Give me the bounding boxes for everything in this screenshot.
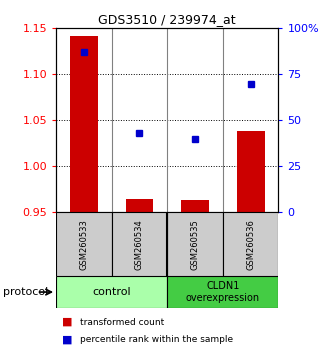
Bar (181, 200, 209, 212)
Text: protocol: protocol (3, 287, 48, 297)
Bar (167, 212, 223, 276)
Text: GSM260534: GSM260534 (135, 219, 144, 270)
Title: GDS3510 / 239974_at: GDS3510 / 239974_at (98, 13, 236, 26)
Text: ■: ■ (62, 335, 73, 345)
Text: ■: ■ (62, 317, 73, 327)
Bar (223, 212, 278, 276)
Bar (237, 131, 265, 212)
Bar (56, 276, 167, 308)
Bar (167, 276, 278, 308)
Text: transformed count: transformed count (80, 318, 164, 327)
Bar (112, 212, 167, 276)
Bar (56, 212, 112, 276)
Text: control: control (92, 287, 131, 297)
Text: CLDN1
overexpression: CLDN1 overexpression (186, 281, 260, 303)
Text: GSM260535: GSM260535 (190, 219, 199, 270)
Bar (70, 36, 98, 212)
Text: GSM260536: GSM260536 (246, 219, 255, 270)
Bar (125, 199, 153, 212)
Text: percentile rank within the sample: percentile rank within the sample (80, 335, 233, 344)
Text: GSM260533: GSM260533 (79, 219, 88, 270)
